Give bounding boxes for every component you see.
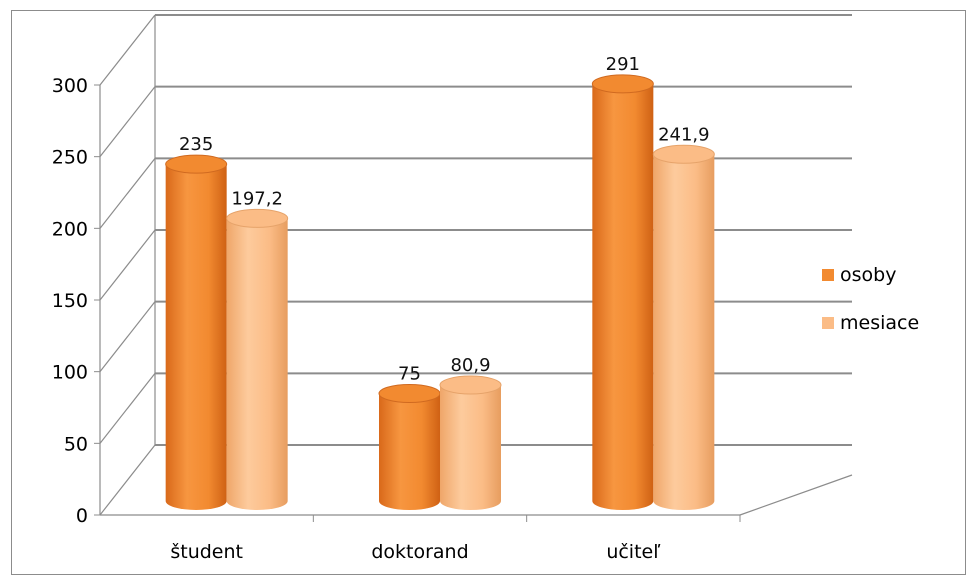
bar-top-mesiace-2 [652, 144, 715, 164]
legend-label-mesiace: mesiace [840, 312, 920, 334]
ytick-label-300: 300 [52, 75, 88, 97]
bar-body-mesiace-0 [226, 218, 288, 510]
ytick-label-0: 0 [76, 505, 88, 527]
bars [165, 74, 715, 511]
ytick-label-250: 250 [52, 147, 88, 169]
data-label-mesiace-1: 80,9 [450, 355, 490, 376]
gridline-diag-200 [99, 157, 156, 229]
data-label-mesiace-2: 241,9 [658, 124, 710, 145]
data-labels: 235 197,2 75 80,9 291 241,9 [179, 54, 710, 385]
bar-mesiace-1 [439, 375, 502, 510]
bar-body-mesiace-2 [653, 154, 715, 510]
data-label-osoby-1: 75 [398, 364, 421, 385]
bar-body-osoby-1 [379, 393, 440, 510]
gridline-diag-100 [99, 301, 156, 373]
category-label-0: študent [170, 541, 243, 563]
bar-mesiace-2 [652, 144, 715, 510]
data-label-osoby-0: 235 [179, 134, 213, 155]
floor-right-edge [739, 474, 853, 516]
legend: osoby mesiace [822, 262, 919, 358]
bar-top-mesiace-0 [226, 208, 289, 228]
gridline-diag-50 [99, 372, 156, 444]
gridline-diag-150 [99, 229, 156, 301]
gridline-diag-300 [99, 14, 156, 86]
axes: 0 50 100 150 200 250 300 študent doktorand učiteľ [52, 75, 853, 563]
bar-body-osoby-0 [165, 164, 227, 510]
gridline-diag-0 [99, 444, 156, 516]
legend-label-osoby: osoby [840, 264, 897, 286]
bar-osoby-1 [378, 384, 441, 510]
bar-top-osoby-2 [591, 74, 654, 94]
ytick-label-200: 200 [52, 218, 88, 240]
data-label-mesiace-0: 197,2 [231, 188, 283, 209]
data-label-osoby-2: 291 [606, 54, 640, 75]
legend-swatch-osoby [822, 269, 834, 281]
bar-body-mesiace-1 [440, 385, 501, 510]
legend-item-osoby: osoby [822, 262, 919, 288]
legend-item-mesiace: mesiace [822, 310, 919, 336]
legend-swatch-mesiace [822, 317, 834, 329]
category-label-2: učiteľ [606, 541, 661, 563]
ytick-label-50: 50 [64, 433, 88, 455]
bar-top-osoby-0 [165, 154, 228, 174]
bar-osoby-2 [591, 74, 654, 511]
gridline-diag-250 [99, 86, 156, 158]
bar-top-mesiace-1 [439, 375, 502, 395]
category-label-1: doktorand [371, 541, 468, 563]
bar-top-osoby-1 [378, 384, 441, 403]
bar-body-osoby-2 [592, 83, 654, 511]
ytick-label-100: 100 [52, 362, 88, 384]
bar-osoby-0 [165, 154, 228, 510]
ytick-label-150: 150 [52, 290, 88, 312]
bar-mesiace-0 [226, 208, 289, 510]
